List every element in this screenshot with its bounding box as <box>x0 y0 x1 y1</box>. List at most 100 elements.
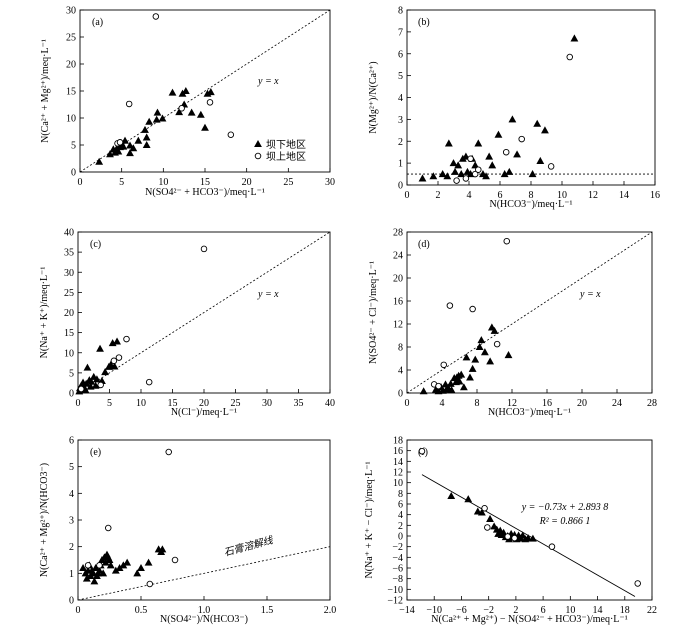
plot-frame <box>406 9 656 186</box>
point-downstream <box>480 348 489 356</box>
x-tick-label: 14 <box>619 190 629 201</box>
point-downstream <box>471 161 480 169</box>
y-tick-label: 40 <box>64 228 74 239</box>
point-downstream <box>134 136 143 144</box>
y-axis-label: N(SO4²⁻ + Cl⁻)/meq·L⁻¹ <box>368 261 379 364</box>
y-tick-label: 1 <box>398 159 403 170</box>
annotation-text: y = x <box>257 76 279 87</box>
point-downstream <box>110 362 119 370</box>
point-downstream <box>505 167 514 175</box>
point-upstream <box>471 170 479 178</box>
legend-label: 坝下地区 <box>266 138 306 151</box>
point-downstream <box>133 569 142 577</box>
y-tick-label: −12 <box>387 596 403 607</box>
point-downstream <box>129 144 138 152</box>
point-downstream <box>457 170 466 178</box>
point-upstream <box>84 562 92 569</box>
point-downstream <box>106 561 115 569</box>
point-downstream <box>105 555 114 564</box>
y-tick-label: 3 <box>69 516 74 527</box>
y-tick-label: −8 <box>392 574 403 585</box>
point-downstream <box>528 534 537 542</box>
y-tick-label: 4 <box>398 510 403 521</box>
panel-label: (b) <box>418 17 430 28</box>
point-downstream <box>444 139 453 147</box>
point-downstream <box>447 386 456 394</box>
x-tick-label: 16 <box>650 190 660 201</box>
y-tick-label: 0 <box>398 389 403 400</box>
point-upstream <box>493 340 501 348</box>
y-tick-label: 25 <box>64 288 74 299</box>
point-downstream <box>92 375 101 383</box>
y-tick-label: 30 <box>64 268 74 279</box>
reference-line <box>78 232 330 393</box>
y-tick-label: 16 <box>393 446 403 457</box>
y-tick-label: 28 <box>393 228 403 239</box>
x-tick-label: 22 <box>647 605 657 616</box>
panel-e: 0 0.5 1.0 1.5 2.0 0 1 2 3 4 5 6 N(SO4²⁻)/N(HCO3⁻) N(C… <box>39 436 336 626</box>
point-downstream <box>168 88 177 96</box>
point-downstream <box>123 558 132 566</box>
x-tick-label: 28 <box>647 398 657 409</box>
point-upstream <box>634 580 641 587</box>
point-downstream <box>196 110 205 118</box>
point-downstream <box>475 342 484 351</box>
x-tick-label: 0 <box>76 605 81 616</box>
x-axis-label: N(Cl⁻)/meq·L⁻¹ <box>171 407 237 418</box>
data-points <box>79 448 179 588</box>
point-downstream <box>536 156 545 164</box>
y-axis-label: N(Mg²⁺)/N(Ca²⁺) <box>368 61 379 133</box>
y-tick-label: 2 <box>69 542 74 553</box>
point-upstream <box>504 533 511 540</box>
point-upstream <box>110 357 118 365</box>
point-downstream <box>438 170 447 178</box>
y-tick-label: 12 <box>393 468 403 479</box>
data-points <box>95 13 235 165</box>
x-axis-label: N(SO4²⁻ + HCO3⁻)/meq·L⁻¹ <box>145 187 265 198</box>
x-tick-label: 4 <box>467 190 472 201</box>
point-downstream <box>451 167 459 175</box>
y-tick-label: 0 <box>69 389 74 400</box>
panel-d: 0 4 8 12 16 20 24 28 0 4 8 12 16 20 24 28 N(HCO3⁻)/meq·L… <box>368 228 657 419</box>
r-squared: R² = 0.866 1 <box>539 516 591 527</box>
x-tick-label: 30 <box>325 177 335 188</box>
point-upstream <box>152 13 160 20</box>
x-axis-label: N(HCO3⁻)/meq·L⁻¹ <box>490 199 573 210</box>
y-tick-label: 0 <box>398 532 403 543</box>
point-upstream <box>125 100 133 108</box>
legend-marker-circle <box>254 152 262 160</box>
y-tick-label: −2 <box>392 542 403 553</box>
point-upstream <box>518 135 525 143</box>
annotation-text: 石膏溶解线 <box>223 534 275 559</box>
x-tick-label: 10 <box>557 190 567 201</box>
x-tick-label: 6 <box>498 190 503 201</box>
point-upstream <box>171 556 179 564</box>
point-downstream <box>152 115 161 123</box>
point-upstream <box>227 131 235 138</box>
x-tick-label: 24 <box>612 398 622 409</box>
y-tick-label: 8 <box>398 343 403 354</box>
point-upstream <box>453 177 460 184</box>
x-tick-label: −14 <box>399 605 415 616</box>
point-downstream <box>419 387 428 395</box>
point-downstream <box>518 531 527 539</box>
annotation-text: y = x <box>257 289 279 300</box>
point-downstream <box>96 344 104 352</box>
point-downstream <box>462 353 471 361</box>
point-downstream <box>158 114 167 122</box>
point-downstream <box>508 115 517 123</box>
point-downstream <box>114 147 123 155</box>
y-tick-label: 2 <box>398 521 403 532</box>
point-downstream <box>121 136 129 144</box>
point-downstream <box>106 360 115 368</box>
point-downstream <box>464 495 473 503</box>
point-downstream <box>482 172 490 180</box>
x-tick-label: 25 <box>231 398 241 409</box>
panel-c: 0 5 10 15 20 25 30 35 40 0 5 10 15 20 25 30 35 40 N(Cl⁻)/m… <box>39 228 335 419</box>
point-downstream <box>126 149 134 157</box>
x-tick-label: 6 <box>541 605 546 616</box>
y-tick-label: 25 <box>66 33 76 44</box>
y-tick-label: 14 <box>393 457 403 468</box>
y-tick-label: 24 <box>393 251 403 262</box>
x-tick-label: 2 <box>513 605 518 616</box>
